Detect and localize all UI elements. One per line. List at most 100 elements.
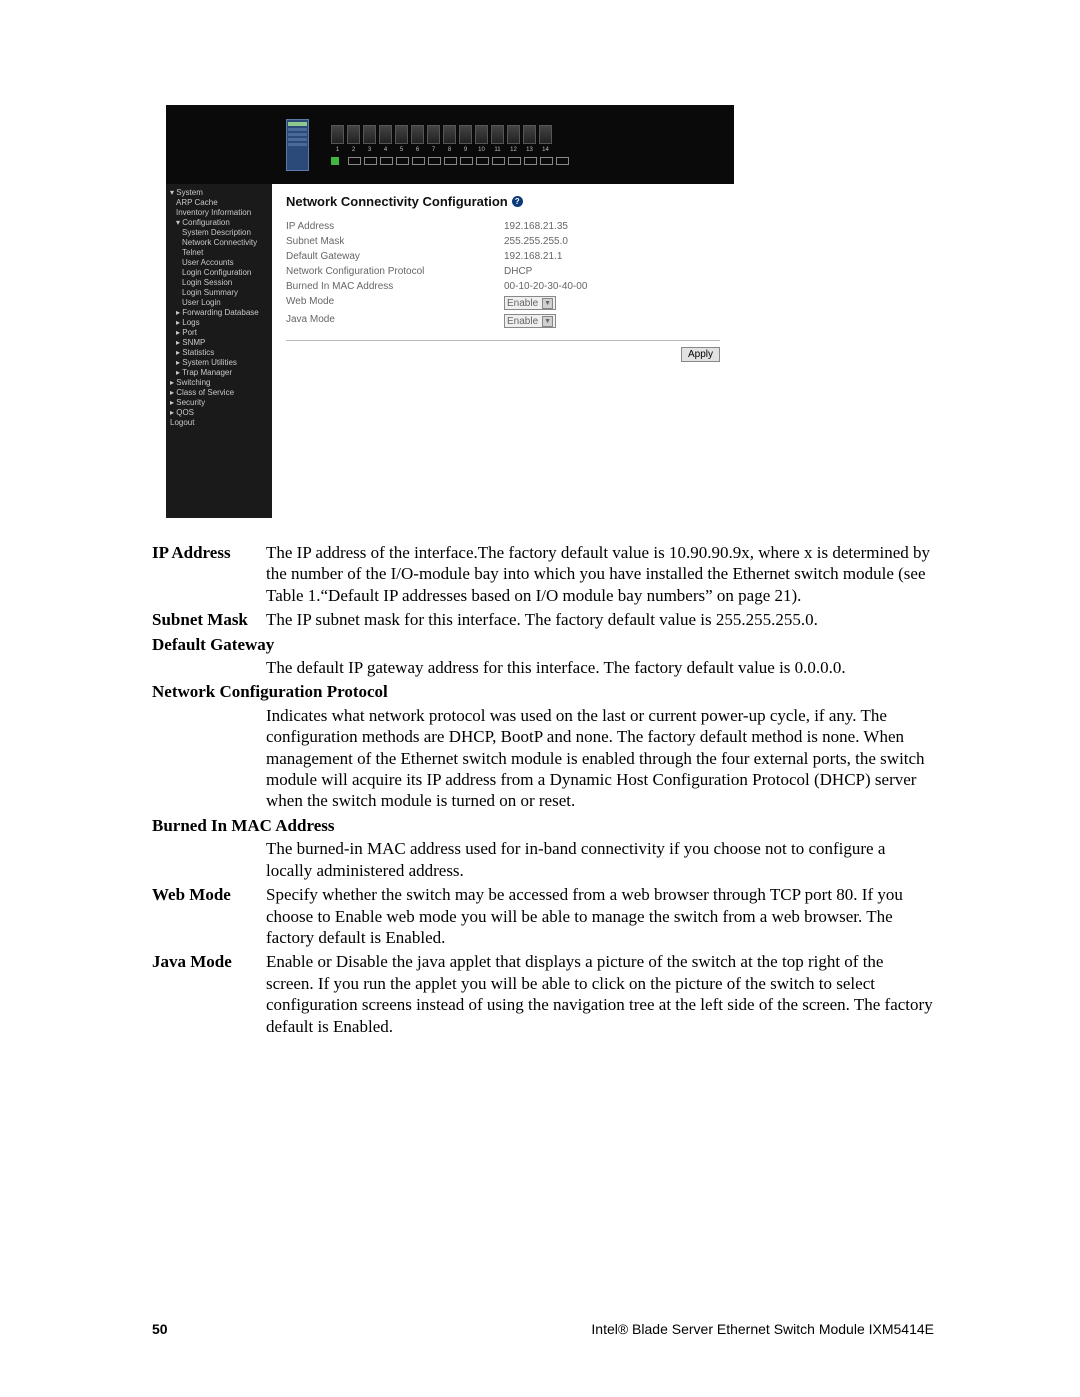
port-icon	[331, 125, 344, 144]
config-value: 192.168.21.1	[504, 251, 720, 262]
port-number-label: 9	[459, 147, 472, 153]
config-row: IP Address192.168.21.35	[286, 219, 720, 234]
nav-item[interactable]: Inventory Information	[170, 208, 268, 218]
definition-body: Enable or Disable the java applet that d…	[266, 951, 934, 1037]
main-panel: Network Connectivity Configuration ? IP …	[272, 184, 734, 518]
config-row: Subnet Mask255.255.255.0	[286, 234, 720, 249]
definition-body: Specify whether the switch may be access…	[266, 884, 934, 948]
definition-term: IP Address	[152, 542, 266, 606]
port-icon	[443, 125, 456, 144]
definition-body: The burned-in MAC address used for in-ba…	[266, 838, 934, 881]
small-port-icon	[380, 157, 393, 165]
nav-item[interactable]: ▸ Security	[170, 398, 268, 408]
config-row: Web ModeEnable▼	[286, 294, 720, 312]
definition-body: The IP address of the interface.The fact…	[266, 542, 934, 606]
nav-item[interactable]: ▸ Logs	[170, 318, 268, 328]
config-label: IP Address	[286, 221, 504, 232]
definition-term: Java Mode	[152, 951, 266, 1037]
port-number-label: 8	[443, 147, 456, 153]
nav-item[interactable]: ▸ SNMP	[170, 338, 268, 348]
nav-item[interactable]: Login Summary	[170, 288, 268, 298]
chevron-down-icon: ▼	[542, 298, 553, 309]
small-port-icon	[540, 157, 553, 165]
panel-title: Network Connectivity Configuration ?	[286, 194, 720, 209]
nav-item[interactable]: ▸ Port	[170, 328, 268, 338]
nav-item[interactable]: User Accounts	[170, 258, 268, 268]
chevron-down-icon: ▼	[542, 316, 553, 327]
nav-item[interactable]: System Description	[170, 228, 268, 238]
nav-item[interactable]: ▸ System Utilities	[170, 358, 268, 368]
config-row: Burned In MAC Address00-10-20-30-40-00	[286, 279, 720, 294]
definition-body: The IP subnet mask for this interface. T…	[266, 609, 934, 630]
port-icon	[475, 125, 488, 144]
panel-title-text: Network Connectivity Configuration	[286, 194, 508, 209]
definition-row: Indicates what network protocol was used…	[152, 705, 934, 812]
port-number-label: 1	[331, 147, 344, 153]
port-number-label: 2	[347, 147, 360, 153]
small-port-icon	[524, 157, 537, 165]
mode-select[interactable]: Enable▼	[504, 296, 556, 310]
small-port-icon	[508, 157, 521, 165]
port-number-label: 4	[379, 147, 392, 153]
nav-item[interactable]: ARP Cache	[170, 198, 268, 208]
port-panel: 1234567891011121314	[331, 125, 569, 165]
nav-item[interactable]: ▸ Switching	[170, 378, 268, 388]
small-port-icon	[348, 157, 361, 165]
port-icon	[459, 125, 472, 144]
nav-tree: ▾ SystemARP CacheInventory Information▾ …	[166, 184, 272, 518]
nav-item[interactable]: ▸ Forwarding Database	[170, 308, 268, 318]
definition-row: The burned-in MAC address used for in-ba…	[152, 838, 934, 881]
config-value: 192.168.21.35	[504, 221, 720, 232]
mode-select[interactable]: Enable▼	[504, 314, 556, 328]
config-value: 00-10-20-30-40-00	[504, 281, 720, 292]
device-banner: 1234567891011121314	[166, 105, 734, 184]
small-port-icon	[364, 157, 377, 165]
small-port-icon	[556, 157, 569, 165]
nav-item[interactable]: ▾ Configuration	[170, 218, 268, 228]
small-port-icon	[460, 157, 473, 165]
config-value: Enable▼	[504, 314, 720, 328]
port-icon	[427, 125, 440, 144]
nav-item[interactable]: Network Connectivity	[170, 238, 268, 248]
config-value: DHCP	[504, 266, 720, 277]
port-icon	[539, 125, 552, 144]
small-port-icon	[396, 157, 409, 165]
small-port-icon	[476, 157, 489, 165]
config-row: Network Configuration ProtocolDHCP	[286, 264, 720, 279]
nav-item[interactable]: User Login	[170, 298, 268, 308]
apply-button[interactable]: Apply	[681, 347, 720, 362]
definition-body: Indicates what network protocol was used…	[266, 705, 934, 812]
config-table: IP Address192.168.21.35Subnet Mask255.25…	[286, 219, 720, 330]
config-row: Default Gateway192.168.21.1	[286, 249, 720, 264]
nav-item[interactable]: ▸ Trap Manager	[170, 368, 268, 378]
nav-item[interactable]: ▸ Statistics	[170, 348, 268, 358]
definition-row: The default IP gateway address for this …	[152, 657, 934, 678]
definition-term: Subnet Mask	[152, 609, 266, 630]
definitions-list: IP AddressThe IP address of the interfac…	[152, 542, 934, 1037]
port-icon	[523, 125, 536, 144]
port-icon	[363, 125, 376, 144]
config-label: Web Mode	[286, 296, 504, 310]
port-number-label: 7	[427, 147, 440, 153]
config-screenshot: 1234567891011121314 ▾ SystemARP CacheInv…	[166, 105, 734, 518]
config-label: Network Configuration Protocol	[286, 266, 504, 277]
config-row: Java ModeEnable▼	[286, 312, 720, 330]
definition-body: The default IP gateway address for this …	[266, 657, 934, 678]
nav-item[interactable]: ▾ System	[170, 188, 268, 198]
nav-item[interactable]: ▸ QOS	[170, 408, 268, 418]
config-label: Burned In MAC Address	[286, 281, 504, 292]
help-icon[interactable]: ?	[512, 196, 523, 207]
nav-item[interactable]: Login Session	[170, 278, 268, 288]
port-number-label: 5	[395, 147, 408, 153]
page-number: 50	[152, 1321, 168, 1337]
definition-term: Web Mode	[152, 884, 266, 948]
nav-item[interactable]: Logout	[170, 418, 268, 428]
config-value: Enable▼	[504, 296, 720, 310]
nav-item[interactable]: Login Configuration	[170, 268, 268, 278]
definition-row: Subnet MaskThe IP subnet mask for this i…	[152, 609, 934, 630]
nav-item[interactable]: ▸ Class of Service	[170, 388, 268, 398]
port-number-label: 6	[411, 147, 424, 153]
definition-term: Network Configuration Protocol	[152, 681, 934, 702]
footer-title: Intel® Blade Server Ethernet Switch Modu…	[591, 1321, 934, 1337]
nav-item[interactable]: Telnet	[170, 248, 268, 258]
